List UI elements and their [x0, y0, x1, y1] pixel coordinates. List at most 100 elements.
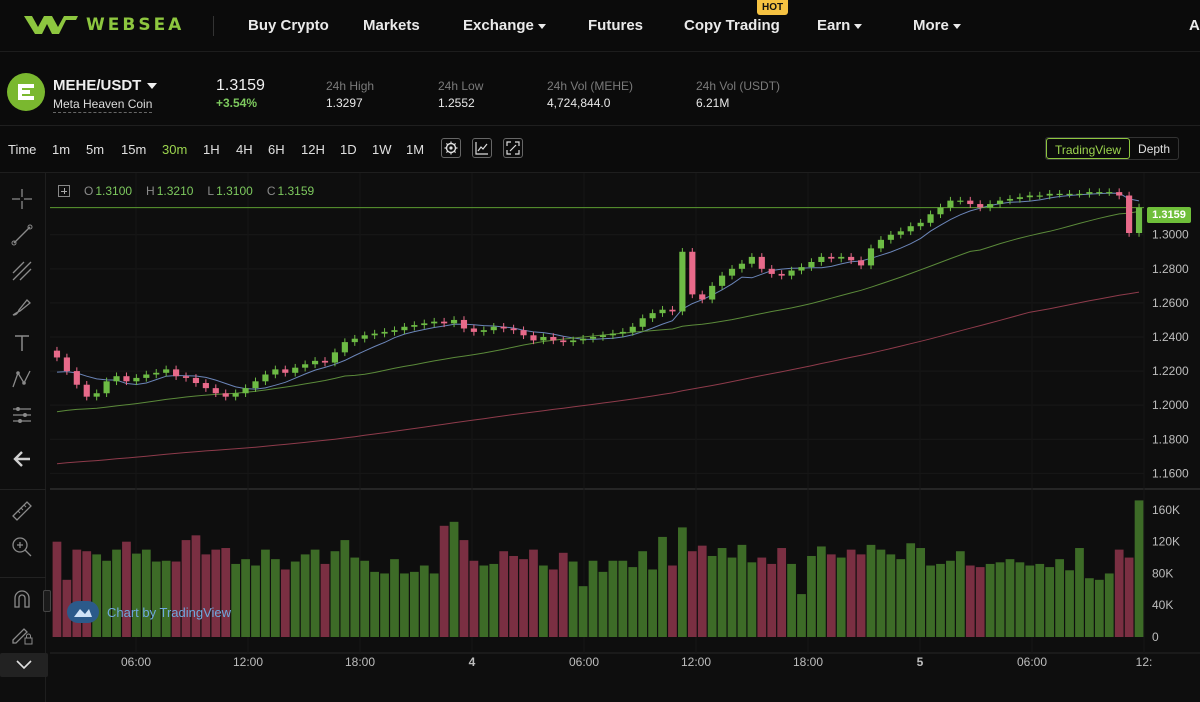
- volume-bar: [886, 554, 896, 637]
- tradingview-attribution[interactable]: Chart by TradingView: [67, 601, 231, 623]
- candle-body: [689, 251, 696, 295]
- candle-body: [510, 328, 517, 331]
- candle-body: [599, 335, 607, 337]
- tf-1d[interactable]: 1D: [340, 142, 357, 157]
- toolbar-expand-handle[interactable]: [43, 590, 51, 612]
- brush-tool[interactable]: [8, 293, 36, 321]
- tf-1mo[interactable]: 1M: [406, 142, 425, 157]
- nav-futures[interactable]: Futures: [588, 17, 644, 34]
- nav-overflow[interactable]: A: [1189, 17, 1200, 34]
- tf-1m[interactable]: 1m: [52, 142, 71, 157]
- collapse-toolbar-button[interactable]: [0, 653, 48, 677]
- tradingview-tab[interactable]: TradingView: [1046, 138, 1131, 159]
- prediction-tool[interactable]: [8, 401, 36, 429]
- tf-6h[interactable]: 6H: [268, 142, 285, 157]
- plus-square-icon[interactable]: [58, 185, 70, 197]
- nav-earn[interactable]: Earn: [817, 17, 863, 34]
- settings-button[interactable]: [441, 138, 461, 158]
- volume-bar: [62, 579, 72, 637]
- depth-tab[interactable]: Depth: [1138, 142, 1171, 156]
- stat-label-vol-quote: 24h Vol (USDT): [696, 79, 781, 93]
- volume-bar: [132, 553, 141, 637]
- pattern-tool[interactable]: [8, 365, 36, 393]
- volume-bar: [1025, 565, 1035, 637]
- caret-down-icon: [147, 83, 158, 90]
- crosshair-tool[interactable]: [8, 185, 36, 213]
- nav-copy-trading[interactable]: Copy Trading: [684, 17, 780, 34]
- fib-tool[interactable]: [8, 257, 36, 285]
- zoom-tool[interactable]: [8, 533, 36, 561]
- candle-body: [758, 256, 765, 269]
- ma-mid-line: [56, 210, 1140, 413]
- tf-30m[interactable]: 30m: [162, 142, 188, 157]
- price-change: +3.54%: [216, 96, 258, 110]
- candle-body: [709, 285, 716, 300]
- candle-body: [53, 350, 61, 358]
- nav-buy-crypto[interactable]: Buy Crypto: [248, 17, 329, 34]
- time-axis-label: 18:00: [345, 655, 375, 669]
- candle-body: [996, 200, 1004, 205]
- candle-body: [282, 369, 289, 373]
- price-axis-label: 1.2000: [1152, 398, 1189, 412]
- volume-bar: [717, 548, 727, 637]
- pair-selector[interactable]: MEHE/USDT: [53, 77, 158, 94]
- tf-4h[interactable]: 4H: [236, 142, 253, 157]
- view-toggle: TradingView Depth: [1045, 137, 1180, 160]
- websea-logo[interactable]: WEBSEA: [22, 12, 184, 38]
- candle-body: [480, 330, 487, 332]
- price-axis-label: 1.3000: [1152, 228, 1189, 242]
- nav-markets[interactable]: Markets: [363, 17, 420, 34]
- candle-body: [1056, 193, 1063, 196]
- price-volume-chart[interactable]: 1.3000 1.2800 1.2600 1.2400 1.2200 1.2000 1.18…: [50, 173, 1200, 702]
- volume-bar: [221, 548, 231, 637]
- candle-body: [371, 333, 378, 336]
- volume-bar: [807, 555, 816, 637]
- tf-15m[interactable]: 15m: [121, 142, 147, 157]
- volume-bar: [787, 563, 796, 637]
- price-axis-label: 1.2600: [1152, 296, 1189, 310]
- volume-bar: [588, 560, 598, 637]
- candle-body: [1026, 195, 1033, 198]
- trend-line-tool[interactable]: [8, 221, 36, 249]
- volume-bar: [201, 554, 211, 637]
- candle-body: [1086, 192, 1093, 194]
- candle-body: [441, 321, 448, 324]
- volume-bar: [370, 571, 380, 637]
- volume-bar: [1085, 578, 1094, 637]
- brand-name: WEBSEA: [86, 15, 185, 35]
- nav-exchange[interactable]: Exchange: [463, 17, 546, 34]
- candle-body: [63, 357, 70, 372]
- volume-bar: [975, 567, 985, 637]
- candle-body: [1046, 193, 1053, 196]
- candle-body: [381, 331, 388, 334]
- time-axis-label: 12:: [1136, 655, 1153, 669]
- back-tool[interactable]: [8, 445, 36, 473]
- nav-more[interactable]: More: [913, 17, 961, 34]
- candle-body: [808, 262, 815, 268]
- candle-body: [1116, 192, 1123, 196]
- candle-body: [311, 360, 319, 365]
- fullscreen-button[interactable]: [503, 138, 523, 158]
- volume-bar: [112, 549, 121, 637]
- tf-12h[interactable]: 12H: [301, 142, 325, 157]
- magnet-tool[interactable]: [8, 585, 36, 613]
- candle-body: [232, 393, 239, 397]
- tf-5m[interactable]: 5m: [86, 142, 105, 157]
- candle-body: [877, 239, 885, 249]
- volume-bar: [231, 563, 241, 637]
- lock-drawings-tool[interactable]: [8, 621, 36, 649]
- ma-long-line: [56, 291, 1140, 465]
- text-tool[interactable]: [8, 329, 36, 357]
- volume-bar: [856, 554, 866, 637]
- indicators-button[interactable]: [472, 138, 492, 158]
- volume-bar: [280, 569, 290, 637]
- candle-body: [431, 321, 438, 324]
- volume-bar: [697, 545, 707, 637]
- candle-body: [1066, 193, 1073, 196]
- candle-body: [987, 204, 994, 208]
- candle-body: [580, 338, 587, 341]
- coin-full-name[interactable]: Meta Heaven Coin: [53, 97, 153, 113]
- tf-1w[interactable]: 1W: [372, 142, 392, 157]
- tf-1h[interactable]: 1H: [203, 142, 220, 157]
- measure-tool[interactable]: [8, 497, 36, 525]
